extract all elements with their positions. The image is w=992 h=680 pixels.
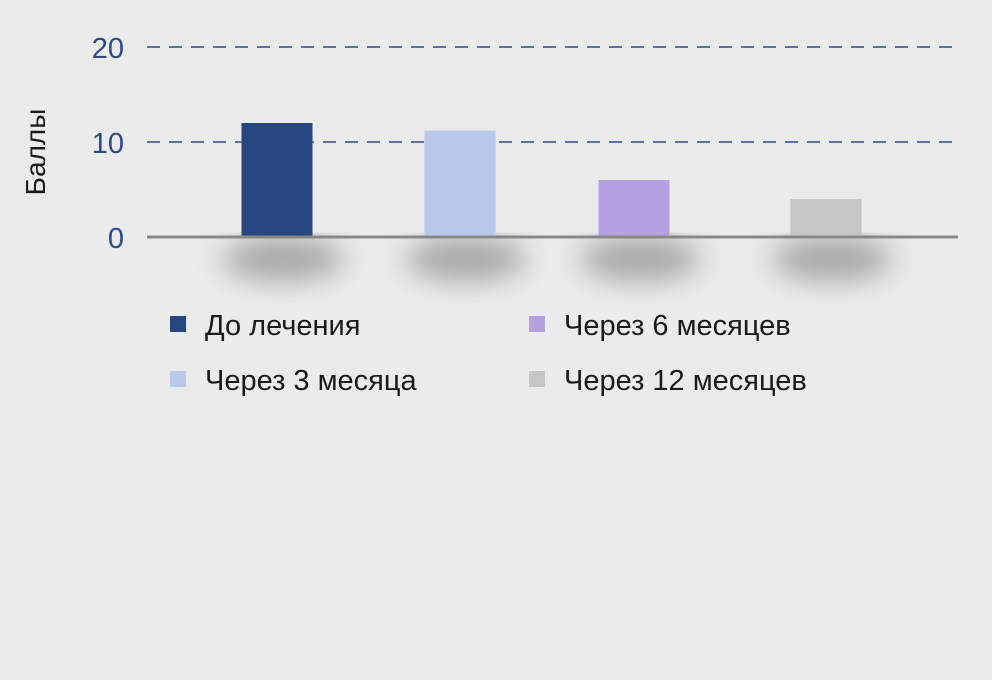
bar-shadow-4 (771, 237, 893, 281)
bar-shadow-1 (222, 237, 344, 281)
legend-label-3: Через 6 месяцев (564, 310, 791, 342)
y-tick-label-20: 20 (92, 33, 124, 65)
bar-shadows (222, 237, 893, 281)
bar-shadow-2 (405, 237, 527, 281)
bar-3 (598, 180, 670, 237)
y-axis-label: Баллы (20, 109, 51, 196)
bar-shadow-3 (579, 237, 701, 281)
bar-4 (790, 199, 862, 237)
legend: До лечения Через 3 месяца Через 6 месяцев Ч… (170, 310, 807, 397)
legend-item-1: До лечения (170, 310, 360, 342)
legend-label-1: До лечения (205, 310, 360, 342)
y-tick-label-0: 0 (108, 223, 124, 255)
legend-item-3: Через 6 месяцев (529, 310, 791, 342)
legend-swatch-2 (170, 371, 186, 387)
legend-swatch-3 (529, 316, 545, 332)
legend-swatch-4 (529, 371, 545, 387)
legend-label-4: Через 12 месяцев (564, 365, 807, 397)
legend-swatch-1 (170, 316, 186, 332)
bar-2 (424, 130, 496, 237)
bars (241, 123, 862, 237)
y-tick-label-10: 10 (92, 128, 124, 160)
legend-item-4: Через 12 месяцев (529, 365, 807, 397)
bar-1 (241, 123, 313, 237)
y-tick-labels: 0 10 20 (92, 33, 124, 255)
legend-item-2: Через 3 месяца (170, 365, 417, 397)
legend-label-2: Через 3 месяца (205, 365, 417, 397)
